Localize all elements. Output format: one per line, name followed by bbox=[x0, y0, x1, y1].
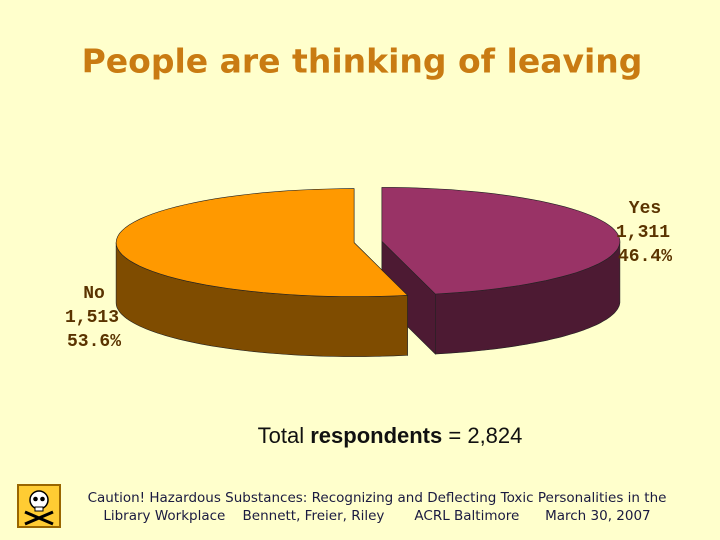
slice-count: 1,311 bbox=[616, 223, 670, 243]
slice-top bbox=[115, 188, 409, 297]
slice-count: 1,513 bbox=[65, 308, 119, 328]
pie bbox=[115, 187, 621, 357]
slice bbox=[115, 188, 409, 357]
slice bbox=[381, 187, 621, 355]
total-suffix: = 2,824 bbox=[448, 423, 522, 448]
total-prefix: Total bbox=[258, 423, 304, 448]
footer-line: Caution! Hazardous Substances: Recognizi… bbox=[88, 490, 667, 506]
slice-label: No bbox=[83, 284, 105, 304]
slice-label: Yes bbox=[629, 199, 661, 219]
total-emphasis: respondents bbox=[310, 423, 442, 448]
total-note: Total respondents = 2,824 bbox=[258, 423, 523, 448]
chart-title: People are thinking of leaving bbox=[82, 42, 643, 81]
footer-line: Library Workplace Bennett, Freier, Riley… bbox=[103, 508, 650, 524]
slice-percent: 53.6% bbox=[67, 332, 121, 352]
slice-percent: 46.4% bbox=[618, 247, 672, 267]
slice-top bbox=[381, 187, 621, 295]
caution-icon bbox=[17, 484, 61, 528]
